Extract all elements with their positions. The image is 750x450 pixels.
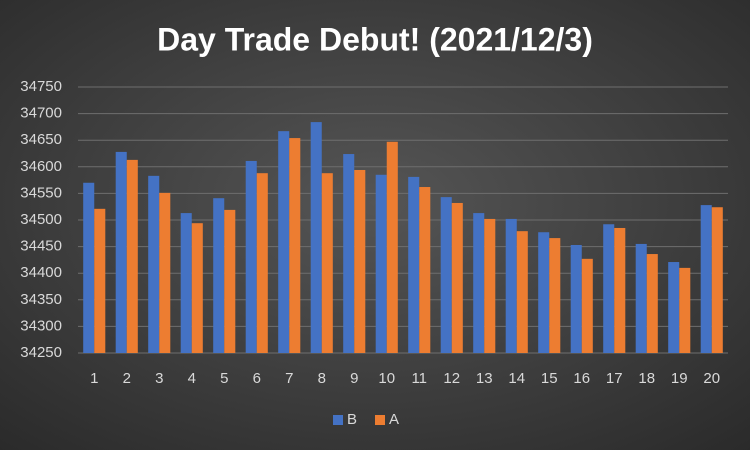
bar	[484, 218, 496, 353]
bar	[473, 213, 485, 353]
x-tick-label: 16	[573, 370, 590, 387]
bar	[668, 262, 680, 353]
x-tick-label: 7	[285, 370, 293, 387]
y-tick-label: 34250	[20, 344, 62, 361]
x-tick-label: 2	[123, 370, 131, 387]
bar	[278, 131, 290, 353]
bar	[148, 175, 160, 353]
bar	[635, 243, 647, 353]
bar	[321, 173, 333, 353]
x-tick-label: 1	[90, 370, 98, 387]
x-tick-label: 8	[318, 370, 326, 387]
bar	[419, 187, 431, 353]
y-tick-label: 34600	[20, 158, 62, 175]
bar	[180, 213, 192, 353]
x-tick-label: 15	[541, 370, 558, 387]
bar	[581, 258, 593, 353]
bar	[191, 223, 203, 353]
x-tick-label: 10	[378, 370, 395, 387]
bar	[354, 169, 366, 353]
bar	[224, 209, 236, 353]
x-tick-label: 12	[443, 370, 460, 387]
y-tick-label: 34300	[20, 317, 62, 334]
bar	[408, 176, 420, 353]
x-tick-label: 20	[703, 370, 720, 387]
bar	[386, 141, 398, 353]
bar	[570, 245, 582, 353]
y-tick-label: 34350	[20, 291, 62, 308]
bar	[245, 160, 257, 353]
bar	[126, 159, 138, 353]
x-tick-label: 9	[350, 370, 358, 387]
bar	[440, 197, 452, 353]
x-tick-label: 11	[411, 370, 427, 387]
bar	[310, 122, 322, 353]
y-tick-label: 34750	[20, 78, 62, 95]
x-tick-label: 17	[606, 370, 623, 387]
bar	[646, 254, 658, 353]
chart-title: Day Trade Debut! (2021/12/3)	[157, 21, 593, 57]
bar	[451, 202, 463, 353]
bar	[256, 173, 268, 353]
bar	[289, 138, 301, 353]
bar	[538, 232, 550, 353]
bar	[343, 154, 355, 353]
x-tick-label: 5	[220, 370, 228, 387]
bar	[115, 151, 127, 353]
bar	[679, 267, 691, 353]
y-tick-label: 34700	[20, 105, 62, 122]
bar	[213, 198, 225, 353]
bar	[711, 207, 723, 353]
x-tick-label: 19	[671, 370, 688, 387]
x-tick-label: 18	[638, 370, 655, 387]
x-tick-label: 14	[508, 370, 525, 387]
y-tick-label: 34400	[20, 264, 62, 281]
legend-swatch	[333, 415, 343, 425]
bar	[549, 238, 561, 353]
y-tick-label: 34500	[20, 211, 62, 228]
x-tick-label: 3	[155, 370, 163, 387]
y-tick-label: 34550	[20, 184, 62, 201]
bar	[375, 174, 387, 353]
legend-label: B	[347, 411, 357, 428]
bar	[94, 208, 106, 353]
x-tick-label: 13	[476, 370, 493, 387]
y-tick-label: 34650	[20, 131, 62, 148]
bar	[603, 224, 615, 353]
x-tick-label: 4	[188, 370, 196, 387]
bar	[159, 192, 171, 353]
bar	[700, 205, 712, 353]
x-tick-label: 6	[253, 370, 261, 387]
y-tick-label: 34450	[20, 238, 62, 255]
bar	[614, 227, 626, 353]
bar	[505, 218, 517, 353]
bar	[83, 182, 95, 353]
legend-label: A	[389, 411, 399, 428]
bar	[516, 231, 528, 353]
legend-swatch	[375, 415, 385, 425]
